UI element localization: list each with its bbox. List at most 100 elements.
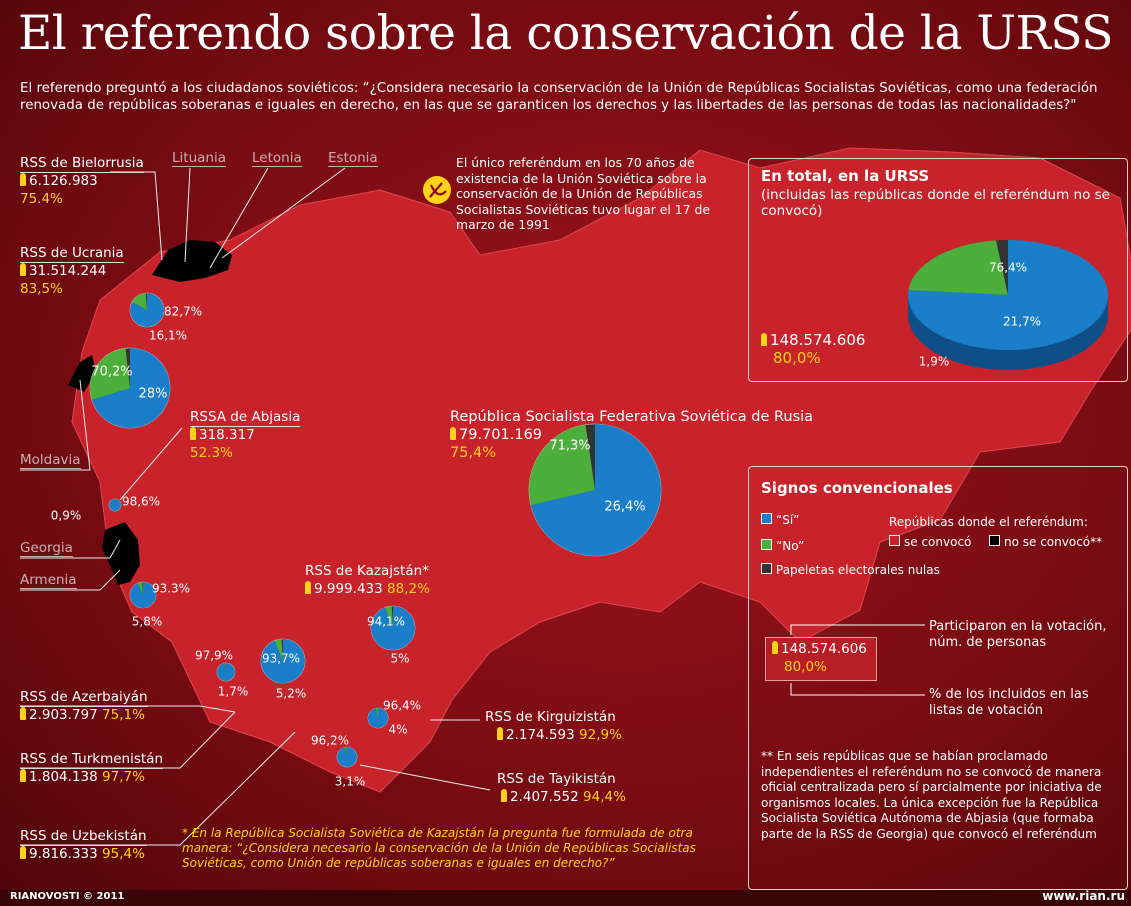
pie-slice <box>530 424 661 556</box>
legend-null: Papeletas electorales nulas <box>776 563 940 577</box>
legend-title: Signos convencionales <box>761 479 953 497</box>
voter-icon <box>20 707 26 720</box>
pie-slice <box>131 293 147 310</box>
republic-name: RSS de Uzbekistán <box>20 828 147 846</box>
pie-label: 94,1% <box>367 615 405 629</box>
georgia-armenia <box>102 522 140 585</box>
swatch-null <box>761 563 772 574</box>
pie-label: 82,7% <box>164 305 202 319</box>
pie-slice <box>90 348 130 400</box>
republic: RSS de Kirguizistán 2.174.593 92,9% <box>485 708 622 744</box>
percent: 88,2% <box>387 581 430 597</box>
voter-icon <box>20 263 26 276</box>
republic-name: República Socialista Federativa Soviétic… <box>450 409 814 425</box>
swatch-not-held <box>989 535 1000 546</box>
pie-slice <box>260 639 305 684</box>
pie-slice <box>129 582 156 609</box>
pie-label: 5% <box>390 652 409 666</box>
pie-slice <box>217 663 236 681</box>
republic-name: RSSA de Abjasia <box>190 409 301 427</box>
voter-icon <box>450 427 456 440</box>
pie-slice <box>114 499 115 505</box>
pie-label: 3,1% <box>335 775 366 789</box>
republic-name: RSS de Kazajstán* <box>305 563 429 579</box>
percent: 95,4% <box>102 846 145 862</box>
neighbor-label: Letonia <box>252 150 302 167</box>
footer-url: www.rian.ru <box>1042 889 1125 903</box>
pie-slice <box>368 708 389 728</box>
voter-icon <box>305 581 311 594</box>
percent: 97,7% <box>102 769 145 785</box>
voters: 2.903.797 <box>29 707 98 723</box>
example-percent: 80,0% <box>784 659 827 675</box>
legend-held-title: Repúblicas donde el referéndum: <box>889 515 1088 529</box>
percent: 75,4% <box>450 445 497 461</box>
voter-icon <box>772 641 778 654</box>
republic: RSS de Azerbaiyán 2.903.797 75,1% <box>20 688 148 724</box>
footnote-single: * En la República Socialista Soviética d… <box>182 826 696 870</box>
pie-label: 1,7% <box>218 685 249 699</box>
pie-slice <box>91 348 170 428</box>
pie-label: 5,8% <box>132 615 163 629</box>
republic-name: RSS de Bielorrusia <box>20 155 144 173</box>
pie-label: 26,4% <box>604 500 645 515</box>
pie-slice <box>385 606 393 628</box>
republic: RSS de Ucrania 31.514.244 83,5% <box>20 244 124 298</box>
intro: El referendo preguntó a los ciudadanos s… <box>20 81 1098 113</box>
pie-label: 71,3% <box>549 439 590 454</box>
moldova <box>68 355 96 392</box>
footer-source: RIANOVOSTI © 2011 <box>10 891 125 902</box>
percent: 83,5% <box>20 281 63 297</box>
republic-name: RSS de Turkmenistán <box>20 751 164 769</box>
percent: 80,0% <box>773 349 821 367</box>
percent: 92,9% <box>579 727 622 743</box>
voters: 2.174.593 <box>506 727 575 743</box>
baltic-states <box>152 240 232 282</box>
republic-name: RSS de Ucrania <box>20 245 124 263</box>
legend-box: Signos convencionales “Sí” “No” Papeleta… <box>748 466 1128 890</box>
republic: RSS de Tayikistán 2.407.552 94,4% <box>497 770 626 806</box>
pie-slice <box>336 747 357 768</box>
voters: 1.804.138 <box>29 769 98 785</box>
neighbor-label: Estonia <box>328 150 378 167</box>
percent: 52.3% <box>190 445 233 461</box>
republic: RSS de Bielorrusia 6.126.983 75.4% <box>20 154 144 208</box>
total-box: En total, en la URSS (incluidas las repú… <box>748 158 1128 382</box>
percent: 94,4% <box>583 789 626 805</box>
legend-not-held: no se convocó** <box>1004 535 1103 549</box>
voters: 148.574.606 <box>770 331 866 349</box>
pie-slice <box>529 424 595 506</box>
republic: RSS de Turkmenistán 1.804.138 97,7% <box>20 750 164 786</box>
percent: 75.4% <box>20 191 63 207</box>
pies: 82,7% 16,1% 70,2% 28% 98,6% 0,9% 71,3% 26,4% 93.… <box>51 292 662 789</box>
pie-label: 76,4% <box>989 261 1027 275</box>
voter-icon <box>20 846 26 859</box>
voter-icon <box>501 789 507 802</box>
total-subtitle: (incluidas las repúblicas donde el refer… <box>761 187 1110 219</box>
neighbor-label: Georgia <box>20 540 73 557</box>
legend-no: “No” <box>776 539 805 553</box>
pie-label: 5,2% <box>276 687 307 701</box>
pie-label: 28% <box>139 387 168 402</box>
legend-arrows <box>790 624 925 696</box>
pie-label: 1,9% <box>919 355 950 369</box>
pie-slice <box>137 582 143 595</box>
total-pie: 76,4% 21,7% 1,9% <box>908 240 1108 370</box>
republic-name: RSS de Kirguizistán <box>485 709 616 725</box>
pie-label: 21,7% <box>1003 315 1041 329</box>
voters: 9.816.333 <box>29 846 98 862</box>
voters: 6.126.983 <box>29 173 98 189</box>
footer-bar <box>0 890 1131 906</box>
pie-label: 93,7% <box>262 652 300 666</box>
republic: RSSA de Abjasia 318.317 52.3% <box>190 408 301 462</box>
voter-icon <box>761 333 767 346</box>
pie-label: 70,2% <box>91 365 132 380</box>
pie-label: 96,2% <box>311 734 349 748</box>
pie-slice <box>224 663 226 672</box>
legend-yes: “Sí” <box>776 513 800 527</box>
voters: 2.407.552 <box>510 789 579 805</box>
pie-label: 98,6% <box>122 495 160 509</box>
pie-slice <box>344 747 347 757</box>
republic: RSS de Uzbekistán 9.816.333 95,4% <box>20 827 147 863</box>
